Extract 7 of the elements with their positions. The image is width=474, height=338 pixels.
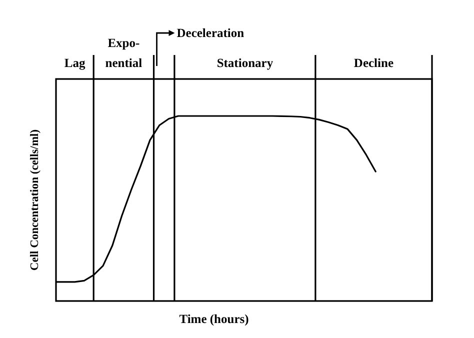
text: Expo- nential <box>105 36 143 70</box>
x-axis-title: Time (hours) <box>179 312 249 326</box>
text: Lag <box>64 56 86 70</box>
text: Stationary <box>216 56 274 70</box>
y-axis-title: Cell Concentration (cells/ml) <box>29 129 41 271</box>
text: Deceleration <box>176 26 244 40</box>
text: Decline <box>354 56 394 70</box>
